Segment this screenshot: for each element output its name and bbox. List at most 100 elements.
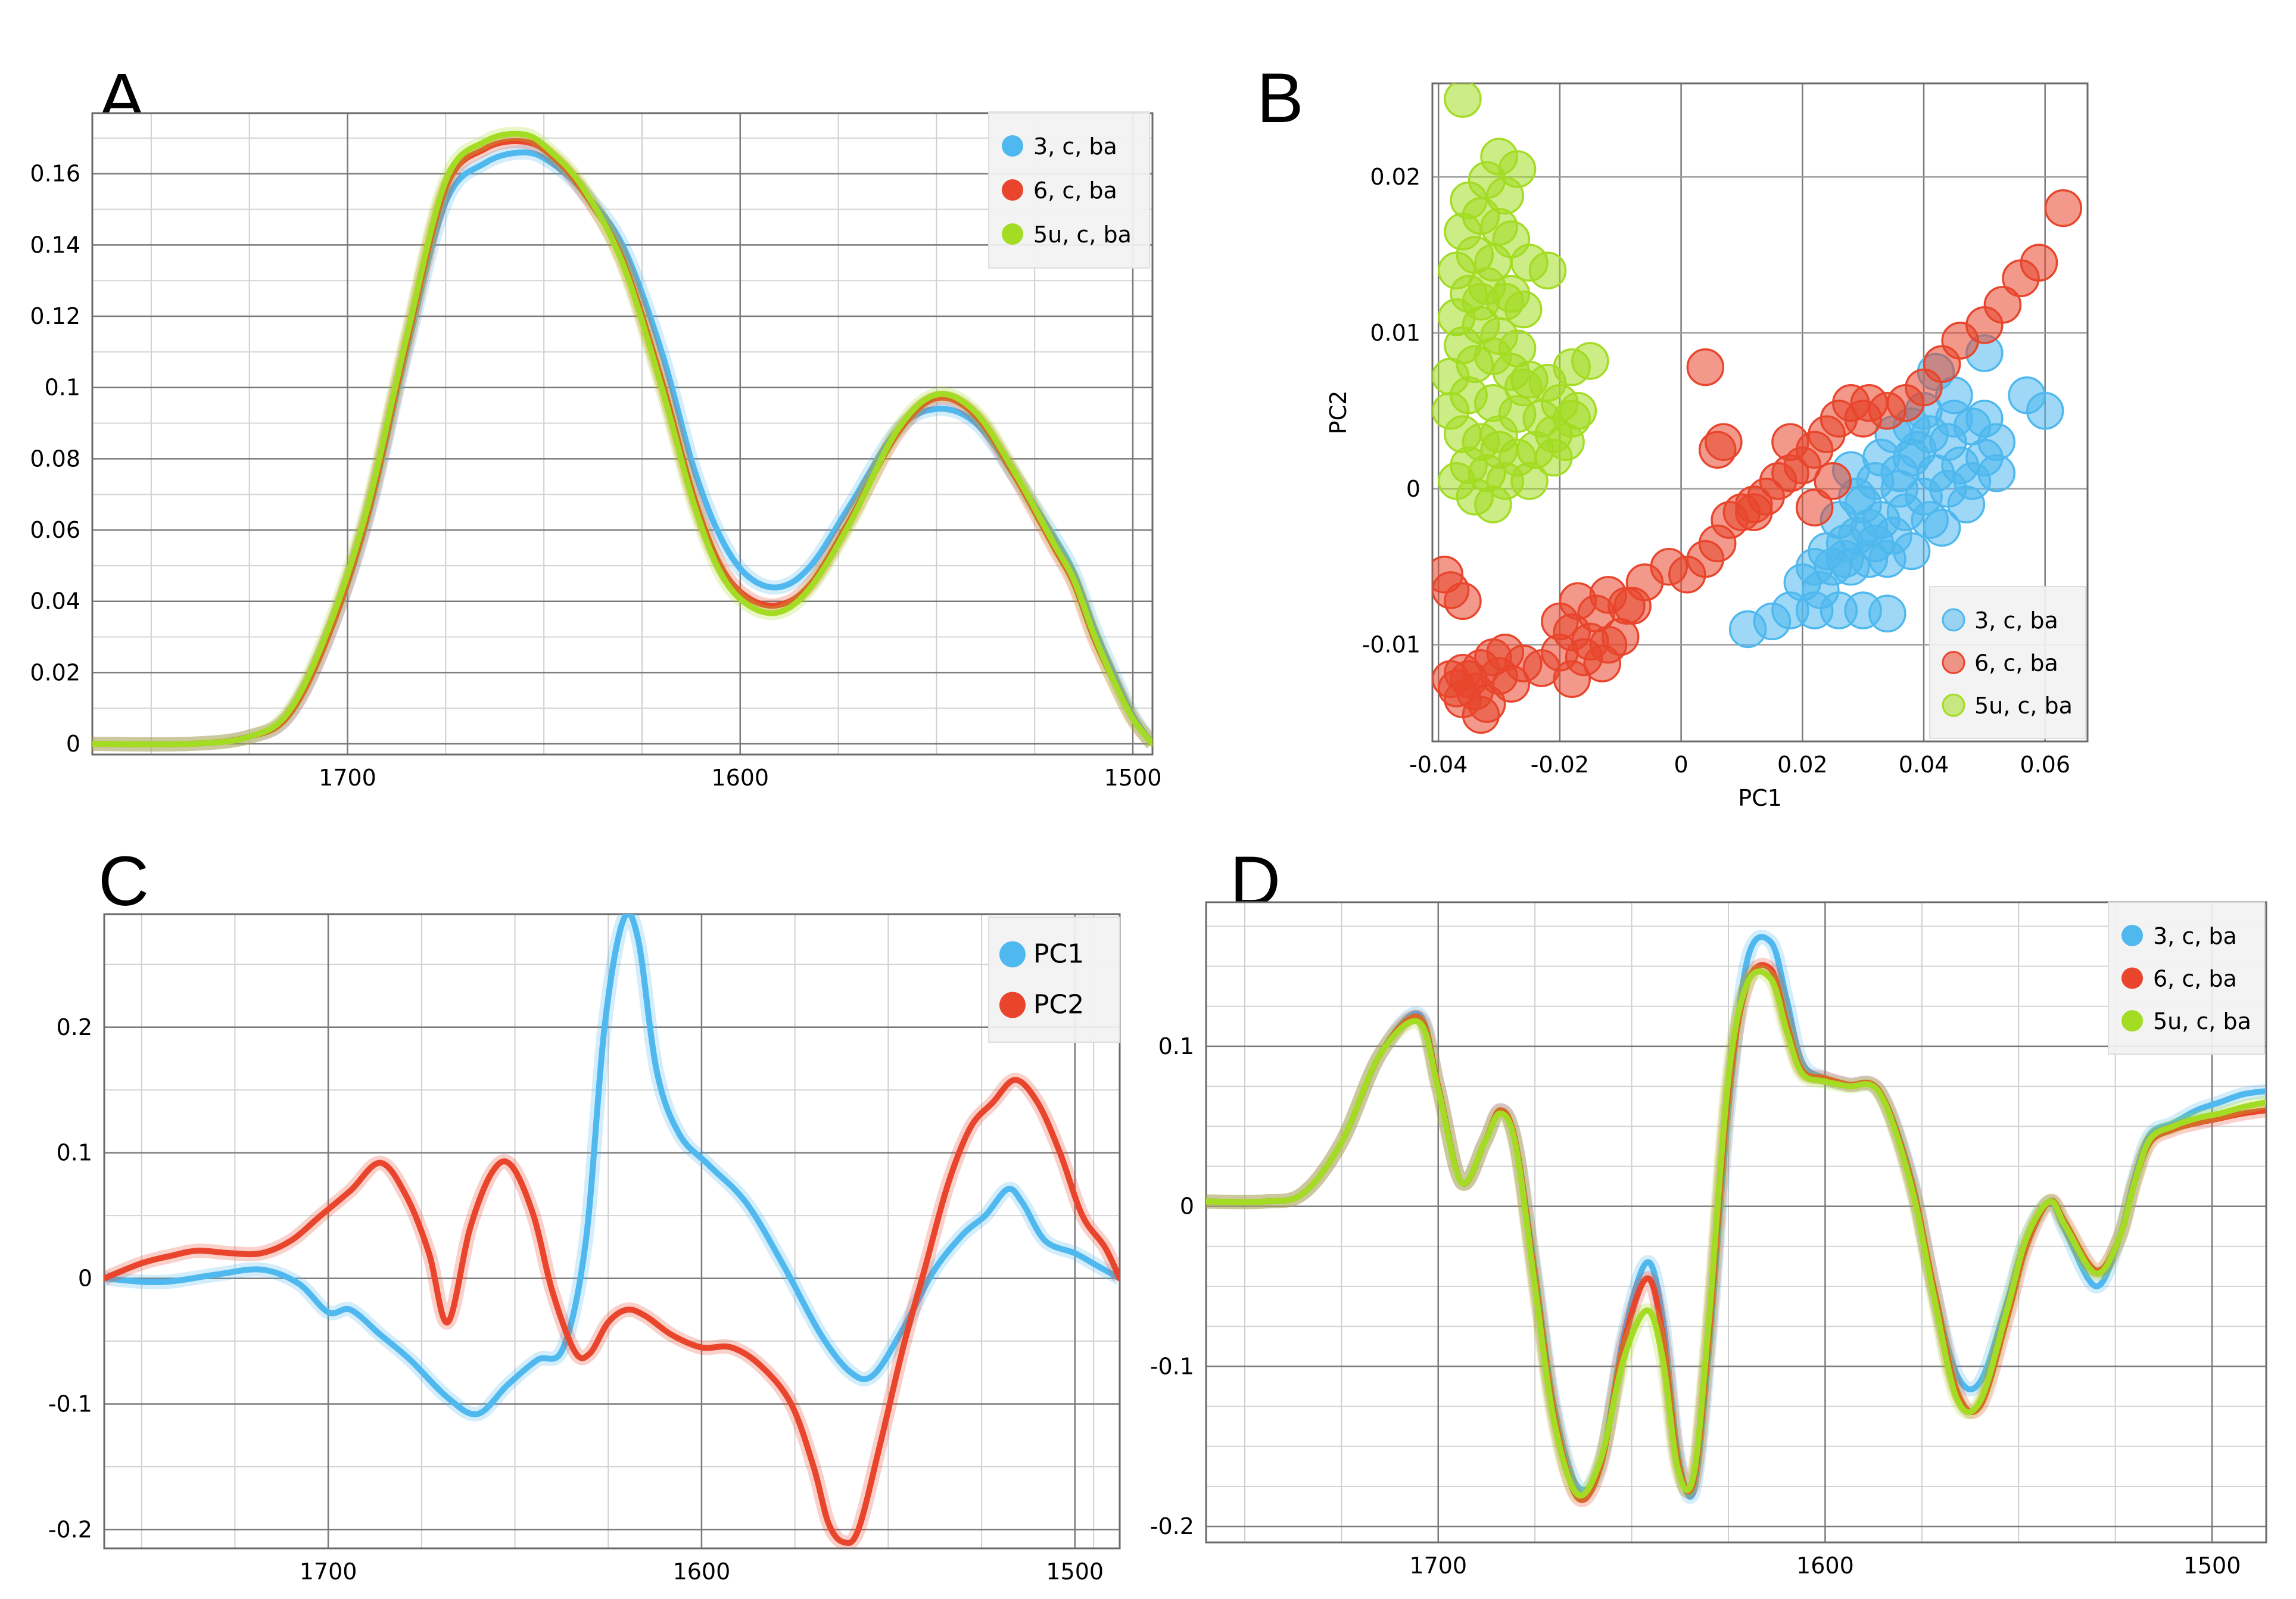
y-tick-label: -0.01 bbox=[1362, 632, 1420, 658]
scatter-point bbox=[1977, 454, 2015, 493]
series-1 bbox=[1432, 189, 2083, 734]
data-layer bbox=[92, 126, 1152, 752]
x-tick-label: 0.02 bbox=[1777, 752, 1828, 778]
x-tick-label: 0 bbox=[1674, 752, 1688, 778]
legend: 3, c, ba 6, c, ba 5u, c, ba bbox=[988, 111, 1150, 269]
x-tick-label: 1500 bbox=[1046, 1559, 1104, 1585]
legend-label: 5u, c, ba bbox=[2153, 1008, 2251, 1034]
y-tick-label: 0.06 bbox=[30, 517, 80, 543]
legend-marker bbox=[999, 992, 1026, 1018]
x-tick-label: 1700 bbox=[319, 765, 376, 791]
scatter-point bbox=[1728, 610, 1767, 649]
grid bbox=[92, 113, 1152, 755]
scatter-point bbox=[1571, 342, 1609, 380]
legend-marker bbox=[1002, 179, 1023, 201]
data-layer bbox=[1206, 930, 2266, 1507]
legend-label: 5u, c, ba bbox=[1974, 693, 2073, 719]
y-tick-label: 0 bbox=[78, 1266, 92, 1292]
series-line-0 bbox=[104, 914, 1120, 1417]
y-tick-label: 0 bbox=[1406, 476, 1420, 502]
scatter-point bbox=[1868, 594, 1906, 633]
y-tick-label: 0.2 bbox=[57, 1014, 92, 1040]
chart-panel-b: B -0.04 -0.02 0 0.02 0.04 0.06 -0.01 0 0.01 0.02 PC… bbox=[1257, 59, 2089, 811]
legend-label: 3, c, ba bbox=[2153, 923, 2237, 949]
scatter-point bbox=[1844, 400, 1882, 438]
y-tick-label: 0.04 bbox=[30, 588, 80, 615]
chart-panel-c: C 1700 1600 1500 -0.2 -0.1 0 0.1 0.2 PC1 PC2 bbox=[48, 842, 1121, 1585]
scatter-point bbox=[2044, 189, 2083, 227]
panel-letter: B bbox=[1257, 59, 1304, 138]
scatter-point bbox=[1814, 462, 1852, 500]
scatter-point bbox=[1553, 660, 1591, 699]
scatter-point bbox=[1444, 83, 1482, 118]
legend: PC1 PC2 bbox=[988, 917, 1120, 1043]
plot-frame bbox=[91, 112, 1154, 756]
legend-marker bbox=[1002, 135, 1023, 157]
legend-label: 6, c, ba bbox=[1033, 177, 1117, 204]
scatter-point bbox=[1686, 348, 1725, 386]
x-tick-label: 1600 bbox=[711, 765, 769, 791]
plot-area bbox=[104, 914, 1120, 1548]
legend-label: 5u, c, ba bbox=[1033, 222, 1132, 248]
legend-label: 3, c, ba bbox=[1033, 133, 1117, 160]
legend-label: 6, c, ba bbox=[1974, 650, 2058, 677]
y-tick-label: -0.2 bbox=[1150, 1513, 1194, 1539]
legend-box bbox=[988, 917, 1120, 1043]
y-tick-label: 0.1 bbox=[1158, 1033, 1194, 1059]
y-tick-label: 0.1 bbox=[45, 375, 80, 401]
x-tick-label: 1500 bbox=[1104, 765, 1162, 791]
data-layer bbox=[104, 914, 1120, 1548]
y-tick-label: -0.1 bbox=[48, 1391, 92, 1417]
y-tick-label: 0 bbox=[66, 731, 80, 757]
x-tick-label: 1700 bbox=[1409, 1553, 1467, 1579]
y-tick-label: 0.01 bbox=[1370, 320, 1420, 346]
y-tick-label: -0.1 bbox=[1150, 1353, 1194, 1379]
x-tick-label: 0.06 bbox=[2020, 752, 2070, 778]
scatter-point bbox=[1504, 368, 1543, 407]
series-0 bbox=[1728, 334, 2064, 649]
legend-marker bbox=[1942, 693, 1965, 717]
y-tick-label: 0.08 bbox=[30, 445, 80, 472]
legend: 3, c, ba 6, c, ba 5u, c, ba bbox=[1929, 586, 2086, 739]
scatter-point bbox=[1462, 696, 1500, 734]
x-tick-label: 1600 bbox=[1796, 1553, 1854, 1579]
plot-area bbox=[92, 113, 1152, 755]
scatter-point bbox=[1462, 282, 1500, 321]
legend-marker bbox=[1942, 608, 1965, 632]
grid bbox=[1206, 902, 2266, 1542]
x-tick-label: -0.04 bbox=[1409, 752, 1468, 778]
series-line-2 bbox=[1206, 968, 2266, 1499]
grid bbox=[104, 914, 1120, 1548]
x-tick-label: -0.02 bbox=[1531, 752, 1589, 778]
legend-label: 3, c, ba bbox=[1974, 607, 2058, 634]
y-axis-title: PC2 bbox=[1325, 391, 1351, 435]
legend-label: PC2 bbox=[1033, 990, 1084, 1020]
plot-frame bbox=[103, 913, 1121, 1550]
scatter-point bbox=[1911, 415, 1949, 453]
scatter-point bbox=[1492, 665, 1531, 703]
y-tick-label: 0.14 bbox=[30, 232, 80, 258]
y-tick-label: 0 bbox=[1180, 1193, 1194, 1220]
y-tick-label: 0.12 bbox=[30, 303, 80, 329]
scatter-point bbox=[1613, 587, 1652, 625]
plot-area bbox=[1206, 902, 2266, 1542]
y-tick-label: 0.02 bbox=[1370, 164, 1420, 190]
scatter-point bbox=[1510, 462, 1549, 500]
legend-label: 6, c, ba bbox=[2153, 966, 2237, 992]
legend: 3, c, ba 6, c, ba 5u, c, ba bbox=[2108, 902, 2265, 1055]
scatter-point bbox=[1474, 485, 1512, 523]
legend-marker bbox=[2121, 924, 2143, 946]
scatter-point bbox=[1528, 251, 1567, 289]
scatter-point bbox=[1735, 493, 1773, 531]
legend-marker bbox=[2121, 967, 2143, 989]
scatter-point bbox=[1553, 400, 1591, 438]
scatter-point bbox=[1892, 532, 1931, 571]
scatter-point bbox=[1795, 488, 1834, 526]
legend-marker bbox=[999, 941, 1026, 968]
data-layer bbox=[1432, 83, 2083, 734]
scatter-point bbox=[1444, 582, 1482, 621]
x-axis-title: PC1 bbox=[1738, 785, 1782, 811]
scatter-point bbox=[1923, 509, 1961, 547]
